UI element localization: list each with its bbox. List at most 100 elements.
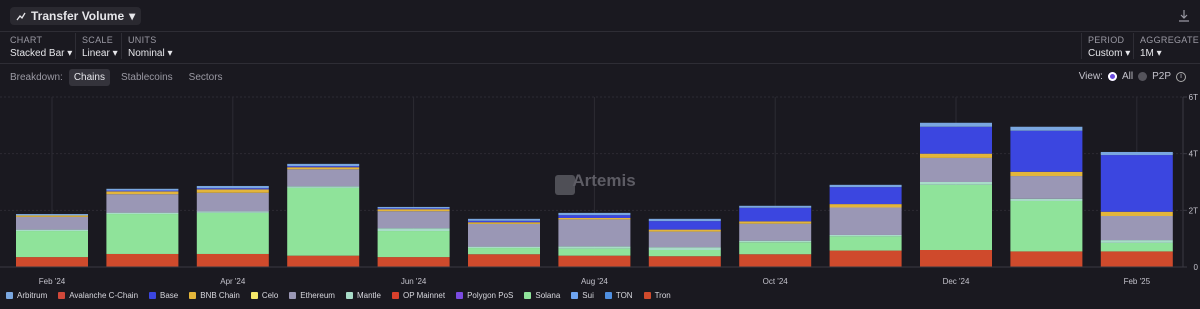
chart-icon bbox=[16, 12, 26, 21]
control-value: Nominal ▾ bbox=[128, 48, 173, 59]
x-tick-label: Feb '25 bbox=[1124, 277, 1151, 286]
bar-segment bbox=[196, 212, 269, 254]
bar-segment bbox=[377, 228, 450, 232]
control[interactable]: SCALE Linear ▾ bbox=[82, 35, 118, 59]
info-icon: i bbox=[1176, 71, 1186, 82]
bar-segment bbox=[468, 248, 540, 255]
bar-segment bbox=[287, 255, 360, 267]
separator bbox=[75, 33, 76, 59]
legend-label: OP Mainnet bbox=[402, 291, 446, 300]
bar-segment bbox=[468, 254, 540, 267]
bar-segment bbox=[16, 231, 88, 258]
legend-label: Celo bbox=[261, 291, 279, 300]
bar-segment bbox=[468, 220, 540, 223]
bar-segment bbox=[920, 122, 992, 127]
separator bbox=[0, 63, 1200, 64]
bar-segment bbox=[558, 248, 631, 256]
bar-segment bbox=[558, 246, 631, 249]
watermark: Artemis bbox=[572, 171, 635, 190]
breakdown-tab[interactable]: Chains bbox=[68, 69, 110, 86]
x-tick-label: Oct '24 bbox=[763, 277, 789, 286]
bar-segment bbox=[739, 254, 812, 267]
download-icon[interactable] bbox=[1178, 9, 1190, 23]
bar-segment bbox=[648, 218, 721, 222]
legend-item[interactable]: TON bbox=[604, 291, 633, 300]
legend-item[interactable]: OP Mainnet bbox=[391, 291, 446, 300]
control[interactable]: CHART Stacked Bar ▾ bbox=[10, 35, 72, 59]
breakdown-tab[interactable]: Stablecoins bbox=[120, 72, 173, 83]
legend-item[interactable]: Sui bbox=[571, 291, 594, 300]
y-tick-label: 6T bbox=[1189, 93, 1198, 102]
legend-item[interactable]: Avalanche C-Chain bbox=[58, 291, 138, 300]
bar-segment bbox=[1100, 151, 1173, 156]
bar-segment bbox=[739, 223, 812, 241]
control-value: 1M ▾ bbox=[1140, 48, 1162, 59]
bar-segment bbox=[1100, 211, 1173, 216]
view-option[interactable]: All bbox=[1121, 71, 1134, 82]
bar-segment bbox=[106, 212, 179, 215]
bar-segment bbox=[196, 185, 269, 189]
bar-segment bbox=[920, 250, 992, 267]
bar-segment bbox=[287, 166, 360, 168]
control[interactable]: AGGREGATE 1M ▾ bbox=[1140, 35, 1199, 59]
control-label: CHART bbox=[10, 35, 43, 45]
legend-swatch bbox=[189, 292, 197, 299]
bar-segment bbox=[106, 214, 179, 254]
legend-label: Sui bbox=[582, 291, 594, 300]
legend-swatch bbox=[391, 292, 399, 299]
legend-swatch bbox=[345, 292, 353, 299]
legend-item[interactable]: Tron bbox=[643, 291, 671, 300]
legend-item[interactable]: BNB Chain bbox=[189, 291, 240, 300]
y-tick-label: 4T bbox=[1189, 150, 1198, 159]
legend-item[interactable]: Mantle bbox=[345, 291, 381, 300]
y-tick-label: 2T bbox=[1189, 206, 1198, 215]
x-tick-label: Dec '24 bbox=[943, 277, 970, 286]
bar-segment bbox=[1100, 251, 1173, 267]
control[interactable]: PERIOD Custom ▾ bbox=[1088, 35, 1130, 59]
bar-segment bbox=[196, 189, 269, 193]
separator bbox=[0, 31, 1200, 32]
separator bbox=[1081, 33, 1082, 59]
bar-segment bbox=[468, 246, 540, 249]
bar-segment bbox=[1010, 251, 1083, 267]
legend-item[interactable]: Polygon PoS bbox=[456, 291, 513, 300]
bar-segment bbox=[377, 209, 450, 212]
control[interactable]: UNITS Nominal ▾ bbox=[128, 35, 173, 59]
bar-segment bbox=[920, 182, 992, 185]
legend-label: Ethereum bbox=[300, 291, 335, 300]
breakdown-tab[interactable]: Sectors bbox=[188, 72, 223, 83]
legend-label: Base bbox=[160, 291, 179, 300]
legend-swatch bbox=[456, 292, 464, 299]
legend-item[interactable]: Celo bbox=[250, 291, 279, 300]
bar-segment bbox=[920, 184, 992, 250]
legend-swatch bbox=[289, 292, 297, 299]
bar-segment bbox=[558, 212, 631, 216]
title-button[interactable]: Transfer Volume ▾ bbox=[10, 7, 142, 25]
bar-segment bbox=[16, 215, 88, 217]
legend-item[interactable]: Solana bbox=[524, 291, 560, 300]
control-label: PERIOD bbox=[1088, 35, 1125, 45]
radio-on[interactable] bbox=[1107, 72, 1117, 81]
x-tick-label: Jun '24 bbox=[401, 277, 427, 286]
bar-segment bbox=[377, 211, 450, 229]
view-toggle: View: All P2P i bbox=[1079, 71, 1186, 82]
bar-segment bbox=[558, 255, 631, 267]
bar-segment bbox=[196, 188, 269, 190]
legend-item[interactable]: Base bbox=[149, 291, 178, 300]
title: Transfer Volume bbox=[31, 9, 125, 23]
control-label: SCALE bbox=[82, 35, 114, 45]
radio-off[interactable] bbox=[1138, 72, 1148, 81]
bar-segment bbox=[1100, 242, 1173, 252]
bar-segment bbox=[829, 250, 902, 267]
bar-segment bbox=[648, 250, 721, 257]
bar-segment bbox=[377, 206, 450, 209]
bar-segment bbox=[287, 187, 360, 256]
legend-item[interactable]: Ethereum bbox=[289, 291, 335, 300]
view-option[interactable]: P2P bbox=[1152, 71, 1171, 82]
bar-segment bbox=[558, 215, 631, 218]
bar-segment bbox=[739, 205, 812, 208]
legend-item[interactable]: Arbitrum bbox=[6, 291, 47, 300]
bar-segment bbox=[648, 231, 721, 248]
control-value: Linear ▾ bbox=[82, 48, 118, 59]
